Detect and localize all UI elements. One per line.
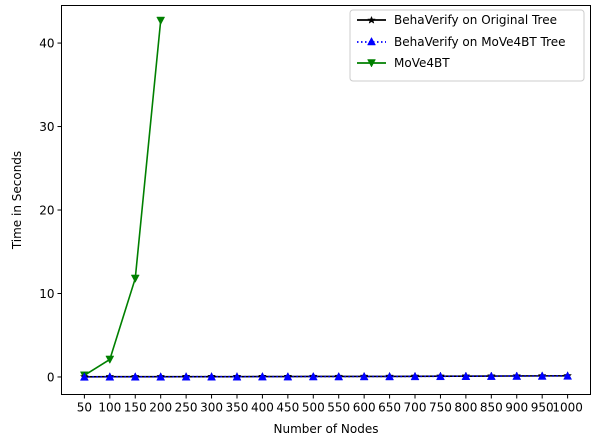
x-tick-label: 800: [454, 401, 477, 415]
y-tick-label: 0: [47, 370, 55, 384]
x-tick-label: 850: [480, 401, 503, 415]
x-tick-label: 650: [378, 401, 401, 415]
legend-label-behaverify-move4bt: BehaVerify on MoVe4BT Tree: [394, 35, 566, 49]
y-tick-label: 10: [39, 287, 54, 301]
x-tick-label: 900: [505, 401, 528, 415]
legend-label-behaverify-original: BehaVerify on Original Tree: [394, 13, 557, 27]
x-axis-ticks: 50 100 150 200 250 300 350 400 450 500 550 600 650 70…: [77, 395, 583, 415]
x-tick-label: 700: [404, 401, 427, 415]
data-point-marker: [131, 275, 139, 283]
x-axis-title: Number of Nodes: [274, 422, 379, 436]
y-tick-label: 40: [39, 37, 54, 51]
x-tick-label: 350: [226, 401, 249, 415]
x-tick-label: 150: [124, 401, 147, 415]
x-tick-label: 400: [251, 401, 274, 415]
x-tick-label: 100: [98, 401, 121, 415]
x-tick-label: 750: [429, 401, 452, 415]
x-tick-label: 500: [302, 401, 325, 415]
y-axis-title: Time in Seconds: [10, 151, 24, 250]
y-axis-ticks: 0 10 20 30 40: [39, 37, 61, 385]
x-tick-label: 450: [276, 401, 299, 415]
legend: BehaVerify on Original Tree BehaVerify o…: [350, 10, 584, 81]
data-point-marker: [157, 17, 165, 25]
x-tick-label: 50: [77, 401, 92, 415]
series-2: [80, 17, 164, 379]
x-tick-label: 200: [149, 401, 172, 415]
y-tick-label: 30: [39, 120, 54, 134]
y-tick-label: 20: [39, 204, 54, 218]
x-tick-label: 300: [200, 401, 223, 415]
data-point-marker: [106, 356, 114, 364]
x-tick-label: 950: [531, 401, 554, 415]
x-tick-label: 600: [353, 401, 376, 415]
x-tick-label: 250: [175, 401, 198, 415]
x-tick-label: 1000: [552, 401, 583, 415]
x-tick-label: 550: [327, 401, 350, 415]
legend-label-move4bt: MoVe4BT: [394, 56, 450, 70]
series-line: [84, 21, 160, 376]
